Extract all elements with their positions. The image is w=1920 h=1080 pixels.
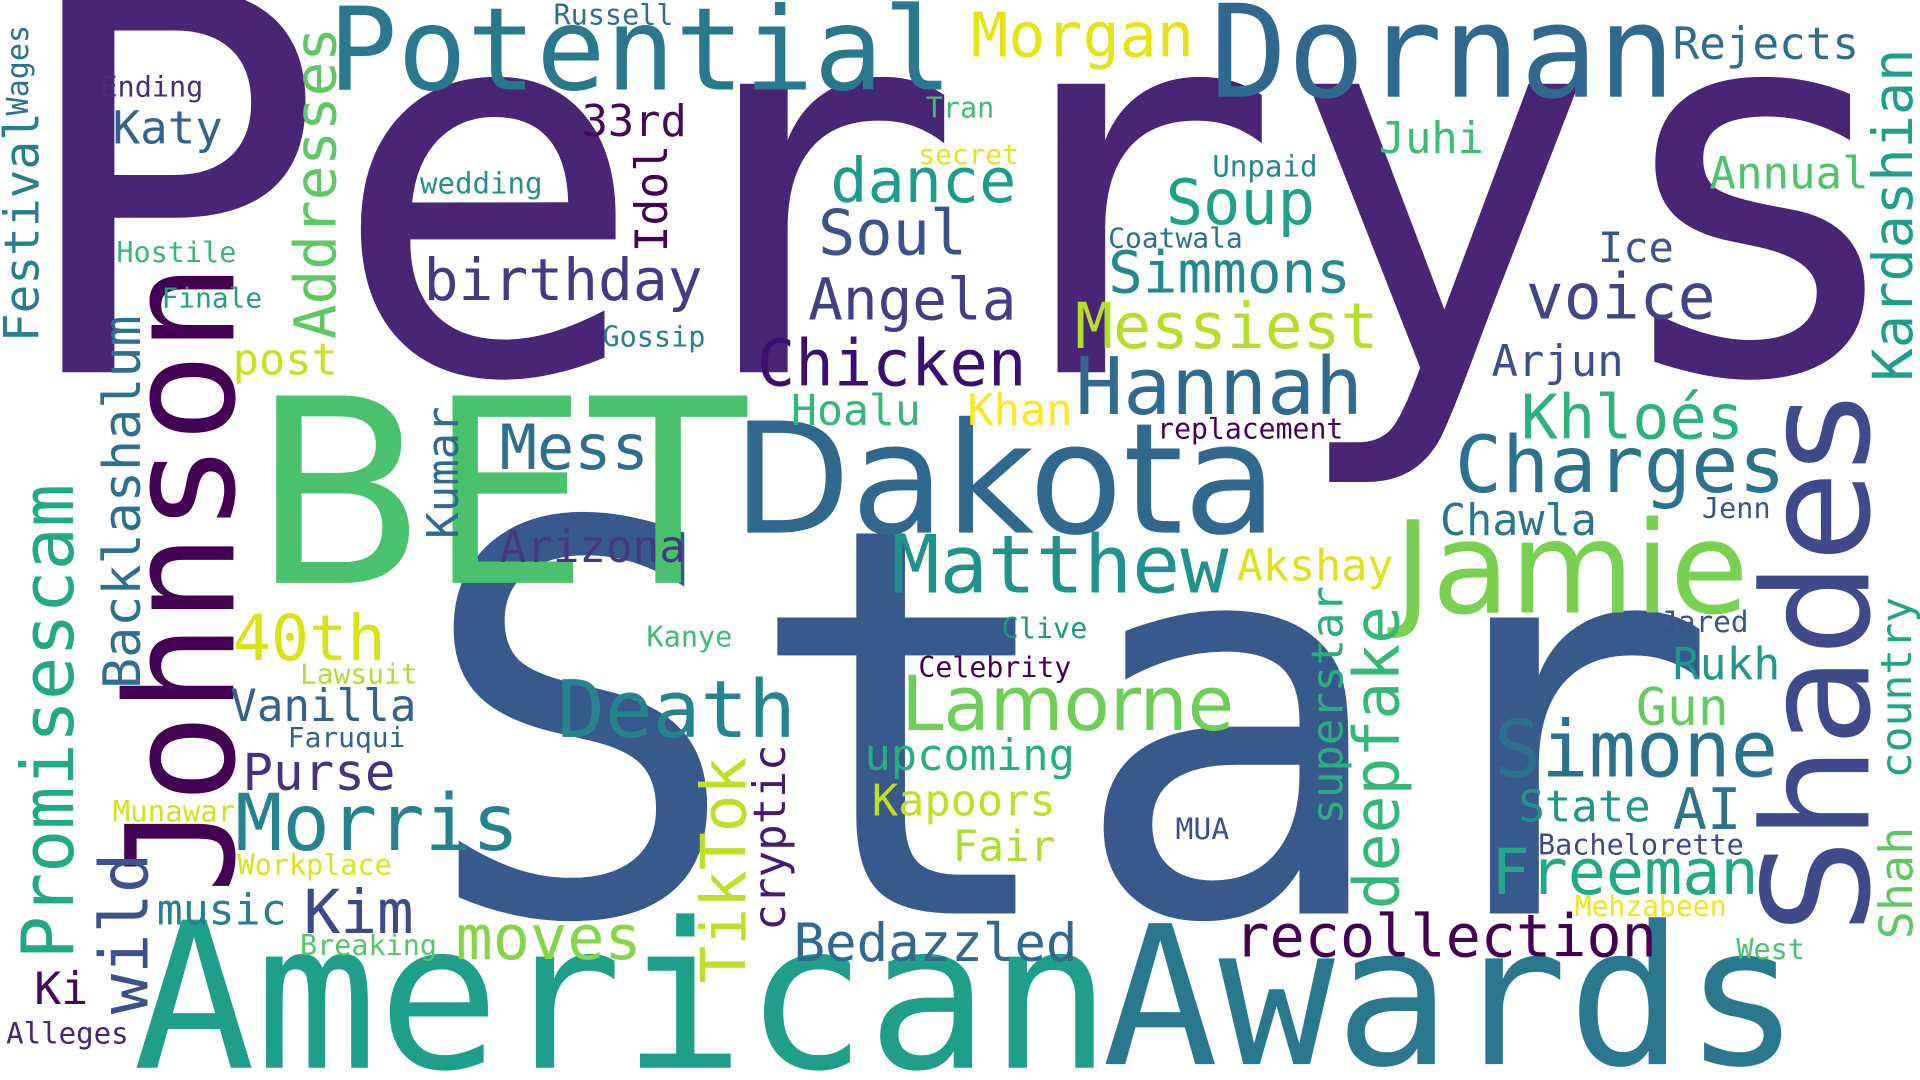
cloud-word: Celebrity (918, 656, 1071, 684)
cloud-word: deepfake (1347, 606, 1410, 909)
cloud-word: Khloés (1521, 387, 1744, 449)
cloud-word: Dornan (1210, 0, 1676, 116)
cloud-word: Arizona (500, 525, 686, 569)
cloud-word: Kanye (647, 624, 733, 652)
cloud-word: Festival (0, 113, 47, 343)
cloud-word: upcoming (864, 735, 1074, 779)
cloud-word: 33rd (582, 101, 687, 145)
cloud-word: Kumar (423, 407, 467, 539)
cloud-word: Jenn (1702, 495, 1771, 523)
cloud-word: Katy (113, 106, 223, 152)
cloud-word: Munawar (113, 799, 236, 828)
cloud-word: Ice (1598, 228, 1674, 270)
cloud-word: Fair (953, 826, 1056, 869)
cloud-word: Jared (1660, 609, 1748, 638)
cloud-word: Promisescam (13, 484, 85, 959)
cloud-word: West (1736, 936, 1805, 964)
cloud-word: Kapoors (872, 780, 1056, 824)
cloud-word: Angela (808, 272, 1016, 330)
cloud-word: wedding (420, 170, 543, 199)
cloud-word: Bachelorette (1538, 832, 1744, 860)
cloud-word: Tran (926, 95, 995, 123)
cloud-word: Breaking (300, 932, 437, 960)
cloud-word: Death (557, 672, 796, 751)
cloud-word: moves (456, 907, 642, 969)
cloud-word: Addresses (287, 27, 345, 339)
cloud-word: Unpaid (1212, 153, 1317, 182)
cloud-word: Ending (100, 74, 203, 102)
cloud-word: BET (251, 367, 747, 624)
cloud-word: State (1518, 786, 1650, 830)
cloud-word: Coatwala (1108, 225, 1243, 253)
cloud-word: Morgan (971, 5, 1194, 67)
cloud-word: Ki (34, 967, 88, 1012)
cloud-word: Hostile (116, 239, 236, 268)
cloud-word: Backlashalum (97, 316, 149, 690)
cloud-word: replacement (1157, 416, 1343, 444)
cloud-word: MUA (1176, 814, 1230, 844)
cloud-word: Khan (967, 390, 1072, 434)
cloud-word: post (233, 339, 338, 383)
cloud-word: Gossip (602, 324, 705, 352)
cloud-word: Wages (3, 24, 33, 115)
cloud-word: Juhi (1379, 118, 1484, 162)
cloud-word: Finale (162, 285, 262, 313)
cloud-word: Idol (630, 145, 675, 253)
cloud-word: wild (91, 852, 158, 1014)
cloud-word: secret (918, 142, 1018, 170)
cloud-word: voice (1526, 267, 1716, 330)
cloud-word: Lawsuit (300, 661, 418, 689)
cloud-word: Faruqui (288, 724, 406, 752)
cloud-word: Chawla (1440, 500, 1597, 543)
cloud-word: cryptic (748, 744, 792, 930)
cloud-word: birthday (424, 253, 703, 311)
cloud-word: Kardashian (1865, 49, 1920, 382)
cloud-word: superstar (1306, 585, 1350, 824)
cloud-word: music (157, 889, 287, 932)
cloud-word: Mess (500, 417, 649, 479)
cloud-word: Shah (1875, 827, 1920, 940)
cloud-word: Bedazzled (793, 918, 1077, 970)
cloud-word: Russell (553, 2, 673, 31)
cloud-word: Hoalu (791, 390, 921, 433)
cloud-word: Matthew (891, 527, 1228, 607)
cloud-word: Rejects (1673, 22, 1859, 66)
cloud-word: Purse (242, 747, 395, 798)
cloud-word: Mehzabeen (1575, 893, 1727, 921)
cloud-word: Akshay (1237, 545, 1394, 588)
cloud-word: Annual (1709, 153, 1868, 197)
cloud-word: country (1875, 597, 1918, 778)
cloud-word: Alleges (6, 1020, 129, 1049)
cloud-word: Clive (1002, 615, 1088, 643)
cloud-word: Workplace (238, 851, 392, 879)
cloud-word: Gun (1636, 682, 1729, 733)
cloud-word: Arjun (1491, 340, 1623, 384)
